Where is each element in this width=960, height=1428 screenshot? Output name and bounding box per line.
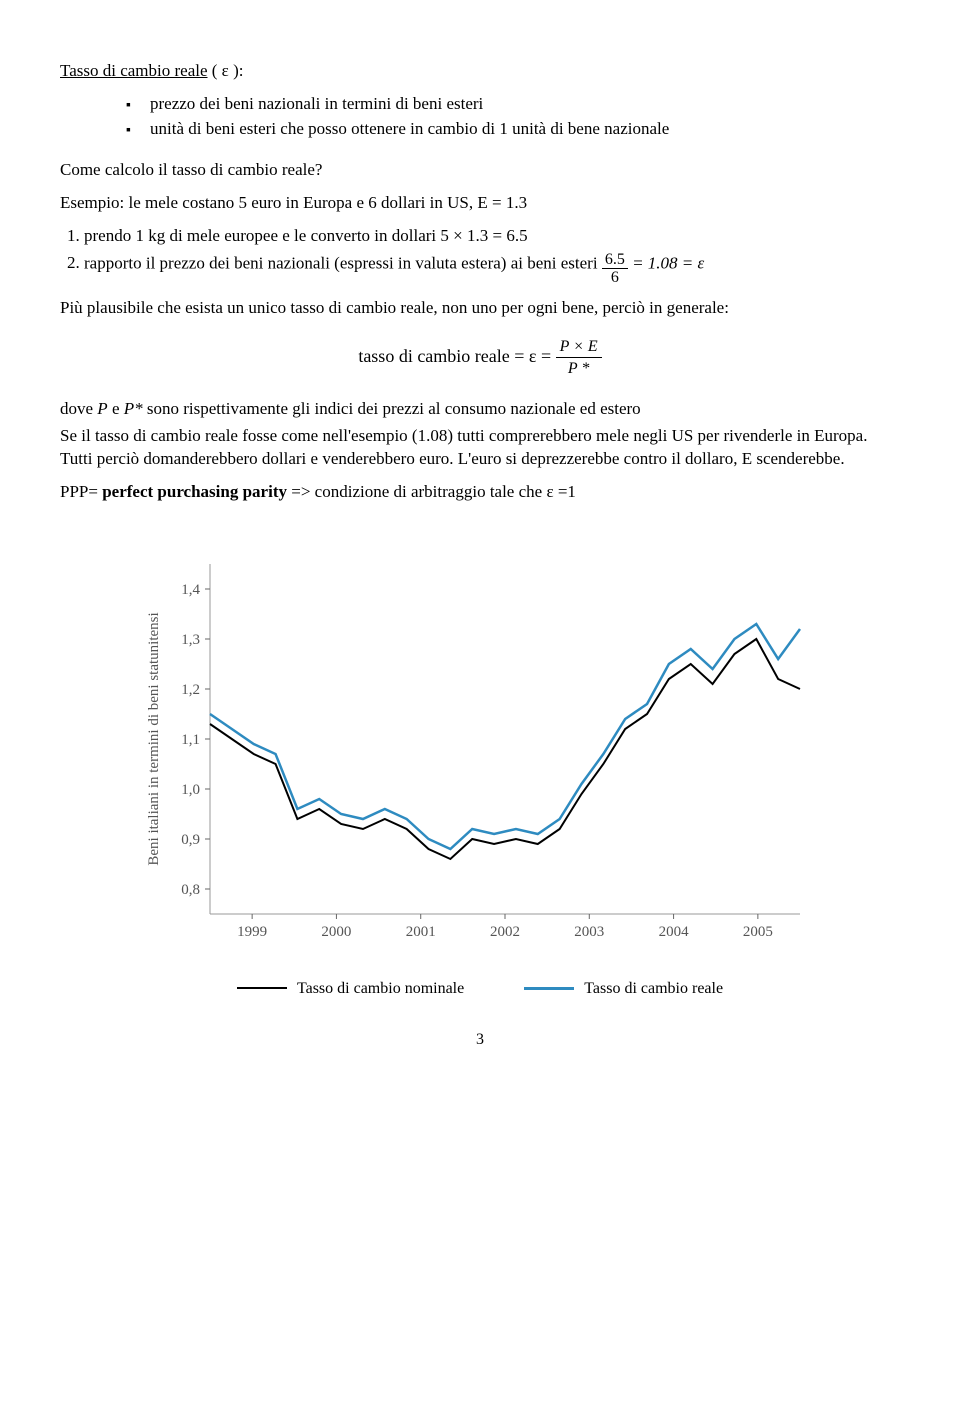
- title-suffix: ( ε ):: [208, 61, 244, 80]
- svg-text:1,0: 1,0: [181, 782, 200, 798]
- main-formula: tasso di cambio reale = ε = P × E P *: [60, 336, 900, 380]
- svg-text:2002: 2002: [490, 924, 520, 940]
- question-line: Come calcolo il tasso di cambio reale?: [60, 159, 900, 182]
- svg-text:1,2: 1,2: [181, 682, 200, 698]
- chart-svg: 0,8 0,9 1,0 1,1 1,2 1,3 1,4 1999 2000 2001 2002 200…: [140, 544, 820, 964]
- example-line: Esempio: le mele costano 5 euro in Europ…: [60, 192, 900, 215]
- svg-text:1999: 1999: [237, 924, 267, 940]
- chart-legend: Tasso di cambio nominale Tasso di cambio…: [140, 978, 820, 1000]
- title-underlined: Tasso di cambio reale: [60, 61, 208, 80]
- bullet-item: unità di beni esteri che posso ottenere …: [150, 118, 900, 141]
- title-line: Tasso di cambio reale ( ε ):: [60, 60, 900, 83]
- svg-text:2005: 2005: [743, 924, 773, 940]
- exchange-rate-chart: 0,8 0,9 1,0 1,1 1,2 1,3 1,4 1999 2000 2001 2002 200…: [140, 544, 820, 1000]
- fraction-pe-pstar: P × E P *: [556, 336, 602, 380]
- legend-swatch-nominale: [237, 987, 287, 989]
- legend-nominale: Tasso di cambio nominale: [237, 978, 464, 1000]
- svg-text:0,9: 0,9: [181, 832, 200, 848]
- svg-text:1,4: 1,4: [181, 582, 200, 598]
- svg-text:2000: 2000: [321, 924, 351, 940]
- svg-text:1,1: 1,1: [181, 732, 200, 748]
- step-2: rapporto il prezzo dei beni nazionali (e…: [84, 251, 900, 287]
- plausibile-line: Più plausibile che esista un unico tasso…: [60, 297, 900, 320]
- legend-reale: Tasso di cambio reale: [524, 978, 723, 1000]
- se-line: Se il tasso di cambio reale fosse come n…: [60, 425, 900, 471]
- example-steps: prendo 1 kg di mele europee e le convert…: [60, 225, 900, 287]
- svg-text:2003: 2003: [574, 924, 604, 940]
- legend-swatch-reale: [524, 987, 574, 990]
- bullet-item: prezzo dei beni nazionali in termini di …: [150, 93, 900, 116]
- ppp-line: PPP= perfect purchasing parity => condiz…: [60, 481, 900, 504]
- svg-text:2004: 2004: [659, 924, 690, 940]
- definition-list: prezzo dei beni nazionali in termini di …: [60, 93, 900, 141]
- page-number: 3: [60, 1029, 900, 1051]
- svg-text:1,3: 1,3: [181, 632, 200, 648]
- fraction-65-6: 6.5 6: [602, 251, 628, 287]
- svg-text:Beni italiani in termini di be: Beni italiani in termini di beni statuni…: [146, 612, 162, 865]
- dove-line: dove P e P* sono rispettivamente gli ind…: [60, 398, 900, 421]
- svg-text:2001: 2001: [406, 924, 436, 940]
- svg-text:0,8: 0,8: [181, 882, 200, 898]
- step-1: prendo 1 kg di mele europee e le convert…: [84, 225, 900, 248]
